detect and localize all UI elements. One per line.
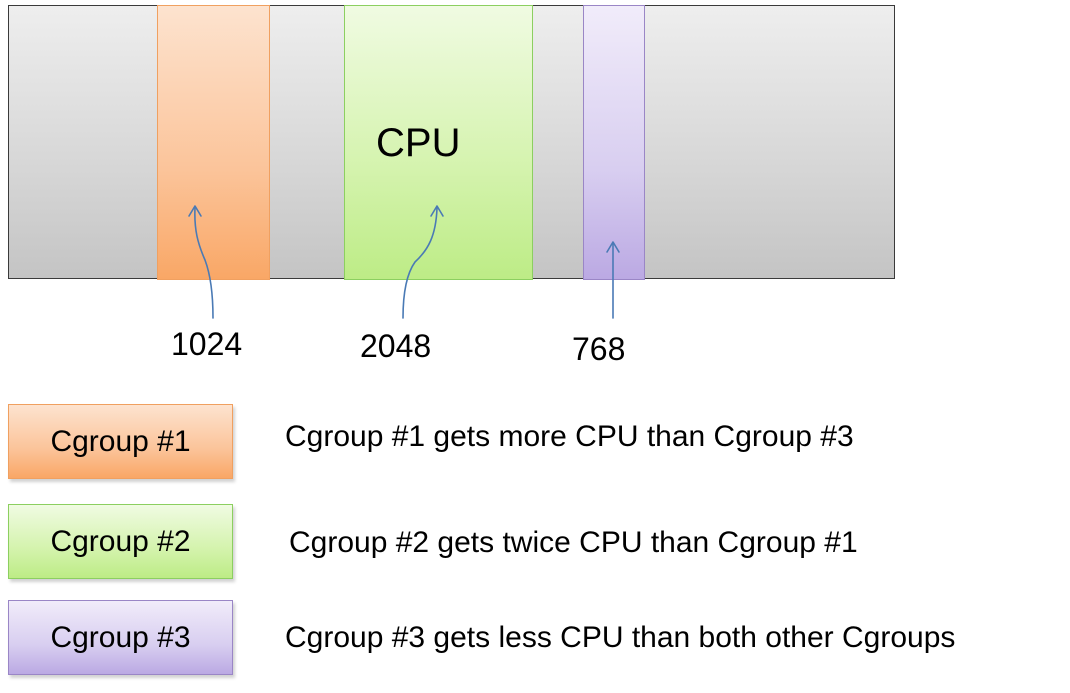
legend-cgroup-3-label: Cgroup #3 [50,620,191,654]
cgroup-1-share-bar [157,5,270,280]
cgroup-1-value-label: 1024 [171,326,243,362]
cgroup-2-share-bar [344,5,533,280]
legend-cgroup-3-box: Cgroup #3 [8,600,233,675]
legend-cgroup-2-box: Cgroup #2 [8,504,233,579]
legend-cgroup-3-description: Cgroup #3 gets less CPU than both other … [285,621,956,654]
legend-cgroup-1-label: Cgroup #1 [50,424,191,458]
cgroup-3-value-label: 768 [572,331,626,367]
legend-cgroup-2-label: Cgroup #2 [50,524,191,558]
cgroup-2-value-label: 2048 [360,328,432,364]
legend-cgroup-2-description: Cgroup #2 gets twice CPU than Cgroup #1 [289,526,858,559]
cpu-label: CPU [376,121,461,165]
legend-cgroup-1-box: Cgroup #1 [8,404,233,479]
cgroup-3-share-bar [583,5,645,280]
legend-cgroup-1-description: Cgroup #1 gets more CPU than Cgroup #3 [285,420,854,453]
